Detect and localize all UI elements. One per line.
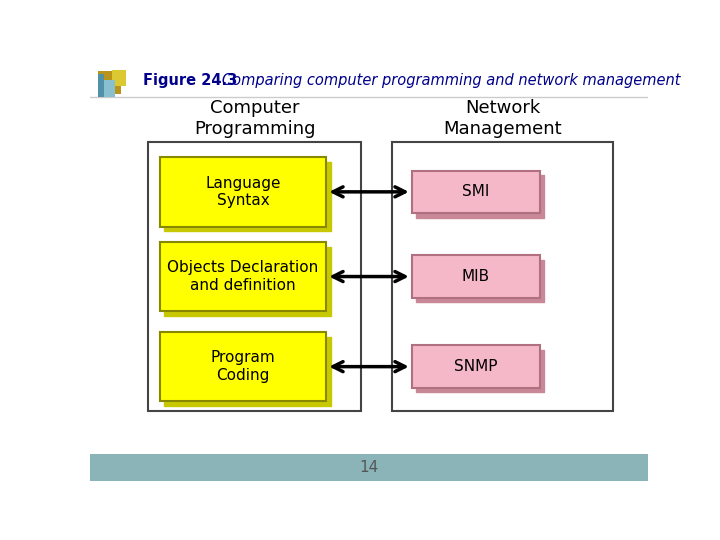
Bar bbox=[164, 247, 331, 316]
Bar bbox=[412, 255, 539, 298]
Bar bbox=[392, 142, 613, 411]
Bar bbox=[160, 242, 326, 311]
Bar bbox=[112, 70, 126, 85]
Bar bbox=[412, 171, 539, 213]
Bar bbox=[416, 176, 544, 218]
Text: MIB: MIB bbox=[462, 269, 490, 284]
Bar bbox=[160, 157, 326, 226]
Text: Computer
Programming: Computer Programming bbox=[194, 99, 315, 138]
Text: Program
Coding: Program Coding bbox=[211, 350, 276, 383]
Bar bbox=[416, 350, 544, 393]
Text: Network
Management: Network Management bbox=[444, 99, 562, 138]
Bar bbox=[416, 260, 544, 302]
Text: 14: 14 bbox=[359, 460, 379, 475]
Bar bbox=[412, 346, 539, 388]
Text: SNMP: SNMP bbox=[454, 359, 498, 374]
Bar bbox=[90, 455, 648, 481]
Bar bbox=[98, 71, 121, 94]
Text: Comparing computer programming and network management: Comparing computer programming and netwo… bbox=[208, 73, 680, 89]
Bar bbox=[164, 162, 331, 231]
Text: Objects Declaration
and definition: Objects Declaration and definition bbox=[168, 260, 319, 293]
Bar bbox=[90, 97, 648, 455]
Bar bbox=[98, 74, 104, 97]
Bar bbox=[160, 332, 326, 401]
Text: SMI: SMI bbox=[462, 184, 490, 199]
Bar bbox=[164, 336, 331, 406]
Bar bbox=[98, 80, 114, 97]
Bar bbox=[90, 65, 648, 97]
Text: Language
Syntax: Language Syntax bbox=[205, 176, 281, 208]
Text: Figure 24.3: Figure 24.3 bbox=[143, 73, 237, 89]
Bar bbox=[148, 142, 361, 411]
